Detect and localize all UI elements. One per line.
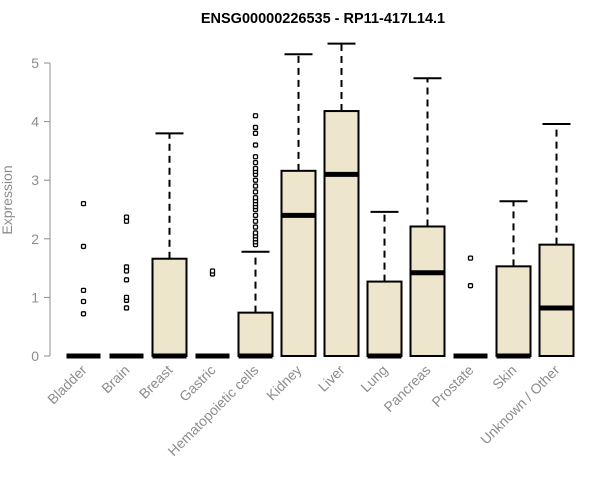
y-tick-label: 0 [31, 348, 39, 364]
outlier-point [80, 287, 87, 294]
box-iqr [151, 257, 188, 357]
y-tick-label: 2 [31, 231, 39, 247]
y-tick-label: 5 [31, 55, 39, 71]
box-group [280, 53, 317, 357]
outlier-point [252, 159, 259, 166]
outlier-point [123, 214, 130, 220]
outlier-point [252, 165, 259, 172]
outlier-point [252, 124, 259, 131]
outlier-point [252, 142, 259, 148]
x-tick-label: Skin [489, 362, 520, 393]
outlier-point [80, 298, 87, 305]
box-group [66, 200, 101, 359]
outlier-point [252, 177, 259, 183]
box-iqr [409, 225, 446, 357]
outlier-point [252, 212, 259, 219]
outlier-point [252, 113, 259, 119]
outlier-point [80, 311, 87, 317]
y-axis-label: Expression [0, 165, 15, 234]
outlier-point [252, 183, 259, 189]
box-group [195, 268, 230, 359]
box-iqr [538, 243, 575, 357]
x-tick-label: Prostate [428, 362, 476, 410]
outlier-point [123, 218, 130, 224]
outlier-point [123, 268, 130, 274]
outlier-point [80, 243, 87, 250]
outlier-point [123, 277, 130, 283]
y-axis: 0 1 2 3 4 5 [31, 55, 51, 364]
x-tick-label: Kidney [263, 362, 305, 404]
box-iqr [237, 311, 274, 357]
outlier-point [252, 218, 259, 224]
box-group [538, 122, 575, 357]
y-tick-label: 3 [31, 172, 39, 188]
outlier-point [123, 264, 130, 270]
boxes [66, 42, 575, 359]
outlier-point [209, 268, 216, 274]
box-group [151, 132, 188, 359]
outlier-point [252, 224, 259, 230]
y-tick-label: 1 [31, 289, 39, 305]
outlier-point [252, 195, 259, 201]
outlier-point [80, 200, 87, 207]
box-iqr [280, 169, 317, 357]
box-group [409, 77, 446, 357]
x-tick-label: Gastric [176, 362, 219, 405]
outlier-point [123, 305, 130, 311]
box-group [237, 113, 274, 359]
box-group [453, 255, 488, 359]
outlier-point [252, 230, 259, 236]
outlier-point [252, 154, 259, 160]
box-group [366, 210, 403, 359]
x-tick-label: Bladder [44, 362, 90, 408]
x-tick-label: Lung [357, 362, 390, 395]
x-tick-label: Pancreas [380, 362, 433, 415]
outlier-point [467, 283, 474, 289]
x-tick-label: Unknown / Other [477, 362, 563, 448]
y-tick-label: 4 [31, 114, 39, 130]
outlier-point [252, 130, 259, 136]
outlier-point [123, 294, 130, 301]
chart-title: ENSG00000226535 - RP11-417L14.1 [201, 11, 445, 27]
box-iqr [323, 110, 360, 357]
outlier-point [252, 189, 259, 195]
box-iqr [366, 280, 403, 357]
box-group [495, 200, 532, 359]
box-iqr [495, 265, 532, 358]
box-group [109, 214, 144, 359]
x-tick-label: Liver [315, 362, 348, 395]
outlier-point [467, 255, 474, 261]
x-tick-label: Breast [136, 362, 176, 402]
box-group [323, 42, 360, 357]
x-tick-label: Brain [98, 362, 132, 396]
